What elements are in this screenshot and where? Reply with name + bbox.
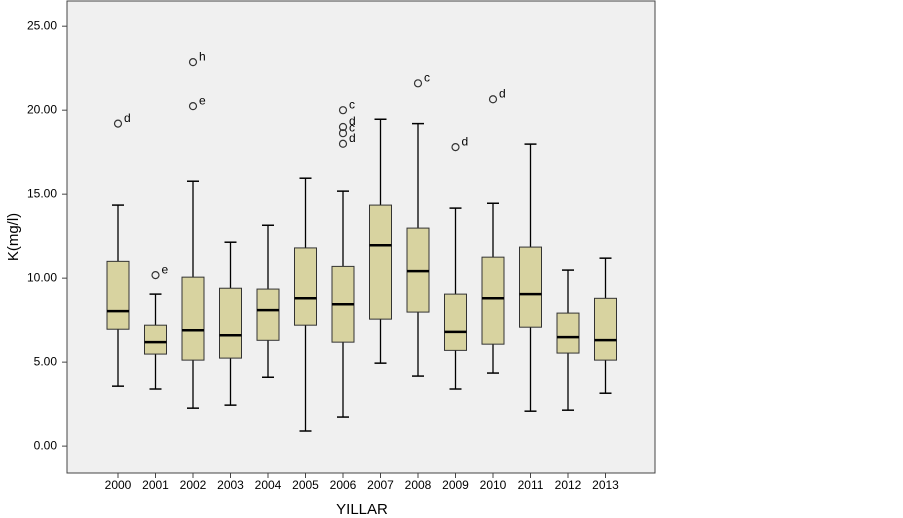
outlier — [451, 143, 460, 152]
x-tick-label: 2008 — [405, 478, 432, 492]
x-tick-label: 2010 — [480, 478, 507, 492]
y-tick-label: 15.00 — [27, 186, 57, 200]
outlier — [151, 271, 160, 280]
outlier — [188, 58, 198, 67]
outlier-label: e — [162, 262, 169, 276]
box — [519, 246, 542, 328]
outlier-label: c — [349, 97, 355, 111]
y-axis-title: K(mg/l) — [5, 213, 22, 261]
outlier-label: e — [199, 93, 206, 107]
x-tick-label: 2013 — [592, 478, 619, 492]
y-tick-label: 5.00 — [34, 354, 58, 368]
box — [219, 287, 242, 359]
outlier — [338, 139, 348, 148]
x-tick-label: 2012 — [555, 478, 582, 492]
x-axis-title: YILLAR — [336, 501, 388, 518]
x-tick-label: 2009 — [442, 478, 469, 492]
outlier — [188, 102, 198, 111]
x-tick-label: 2000 — [105, 478, 132, 492]
box — [181, 276, 205, 361]
x-tick-label: 2007 — [367, 478, 394, 492]
x-tick-label: 2004 — [255, 478, 282, 492]
outlier — [338, 129, 348, 138]
outlier-label: d — [349, 114, 356, 128]
box — [294, 247, 317, 326]
box — [481, 256, 505, 345]
box — [144, 324, 167, 355]
box — [369, 204, 392, 320]
outlier-label: d — [462, 134, 469, 148]
y-tick-label: 10.00 — [27, 270, 57, 284]
outlier-label: d — [349, 131, 356, 145]
outlier-label: d — [124, 111, 131, 125]
y-tick-label: 25.00 — [27, 18, 57, 32]
x-tick-label: 2002 — [180, 478, 207, 492]
box — [556, 312, 580, 354]
box — [106, 260, 130, 330]
box — [594, 297, 617, 361]
y-tick-label: 0.00 — [34, 438, 58, 452]
outlier-label: c — [349, 120, 355, 134]
x-tick-label: 2001 — [142, 478, 169, 492]
x-tick-label: 2011 — [518, 478, 544, 492]
outlier — [338, 122, 348, 132]
outlier-label: h — [199, 49, 206, 63]
y-tick-label: 20.00 — [27, 102, 57, 116]
x-tick-label: 2003 — [217, 478, 244, 492]
box — [444, 293, 467, 351]
x-tick-label: 2006 — [330, 478, 357, 492]
outlier — [113, 119, 123, 128]
outlier — [338, 106, 348, 115]
box — [256, 288, 280, 341]
plot-area — [66, 0, 656, 474]
outlier — [413, 79, 423, 88]
outlier-label: d — [499, 86, 506, 100]
x-tick-label: 2005 — [292, 478, 319, 492]
outlier — [488, 95, 498, 104]
outlier-label: c — [424, 70, 430, 84]
